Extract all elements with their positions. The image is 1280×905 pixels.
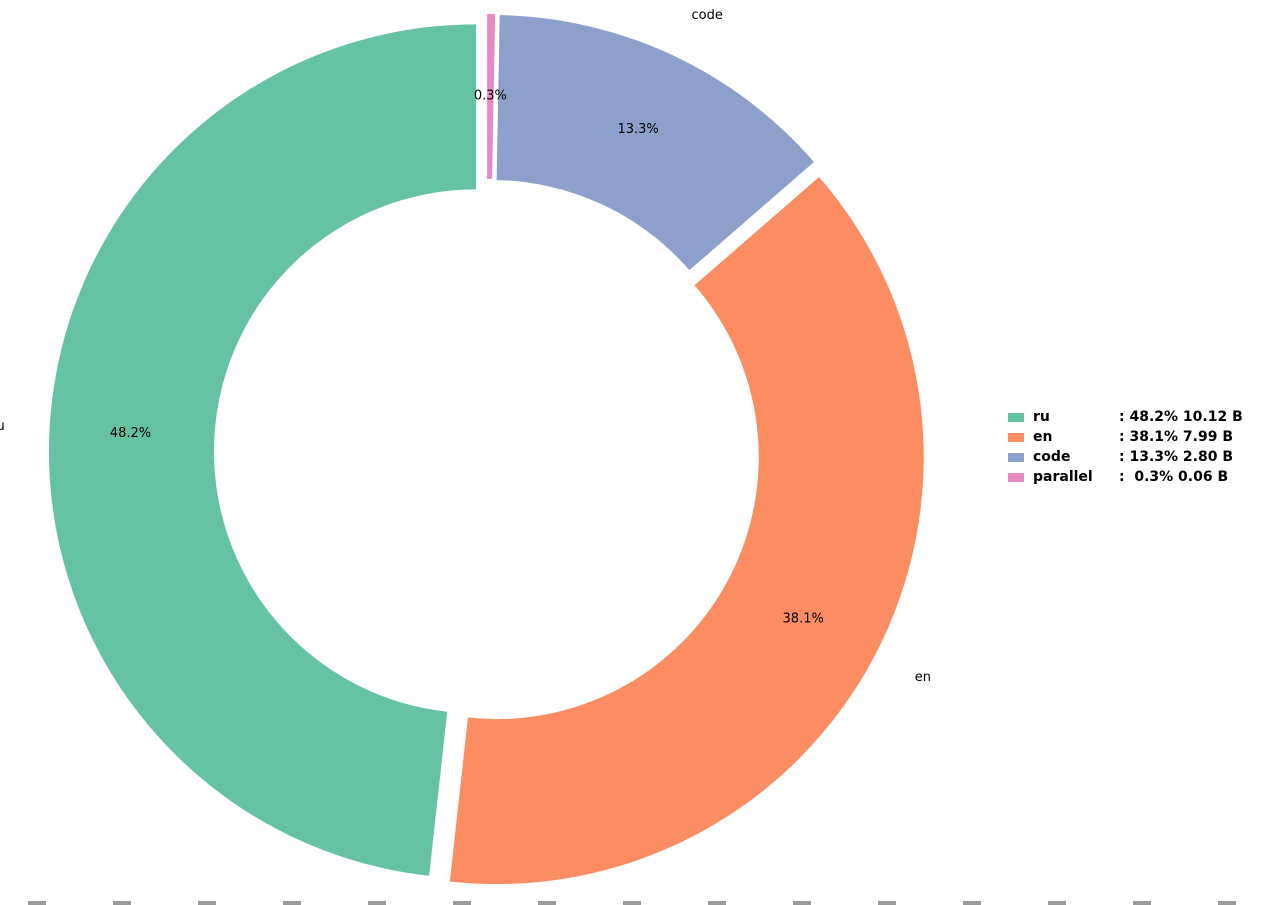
legend-item-ru: ru : 48.2% 10.12 B bbox=[1008, 409, 1243, 425]
legend-label: code bbox=[1033, 449, 1071, 465]
percent-label-ru: 48.2% bbox=[110, 426, 151, 441]
percent-label-code: 13.3% bbox=[617, 122, 658, 137]
legend-label: parallel bbox=[1033, 469, 1093, 485]
legend-swatch-code bbox=[1008, 452, 1024, 462]
legend-swatch-parallel bbox=[1008, 472, 1024, 482]
legend-value: : 48.2% 10.12 B bbox=[1119, 409, 1243, 425]
legend-value: : 13.3% 2.80 B bbox=[1119, 449, 1234, 465]
slice-code bbox=[496, 15, 814, 271]
chart-legend: ru : 48.2% 10.12 B en : 38.1% 7.99 B cod… bbox=[1008, 409, 1243, 485]
legend-swatch-ru bbox=[1008, 412, 1024, 422]
legend-item-parallel: parallel : 0.3% 0.06 B bbox=[1008, 469, 1243, 485]
percent-label-parallel: 0.3% bbox=[474, 89, 507, 104]
legend-label: en bbox=[1033, 429, 1053, 445]
percent-label-en: 38.1% bbox=[783, 611, 824, 626]
slice-en bbox=[449, 177, 924, 885]
legend-value: : 38.1% 7.99 B bbox=[1119, 429, 1234, 445]
slice-label-ru: ru bbox=[0, 419, 5, 434]
slice-label-code: code bbox=[692, 8, 723, 23]
cropped-content-row bbox=[0, 901, 1280, 905]
legend-item-code: code : 13.3% 2.80 B bbox=[1008, 449, 1243, 465]
legend-swatch-en bbox=[1008, 432, 1024, 442]
legend-item-en: en : 38.1% 7.99 B bbox=[1008, 429, 1243, 445]
legend-value: : 0.3% 0.06 B bbox=[1119, 469, 1229, 485]
legend-label: ru bbox=[1033, 409, 1050, 425]
slice-label-en: en bbox=[915, 670, 931, 685]
slice-parallel bbox=[487, 14, 496, 180]
slice-ru bbox=[48, 24, 477, 876]
